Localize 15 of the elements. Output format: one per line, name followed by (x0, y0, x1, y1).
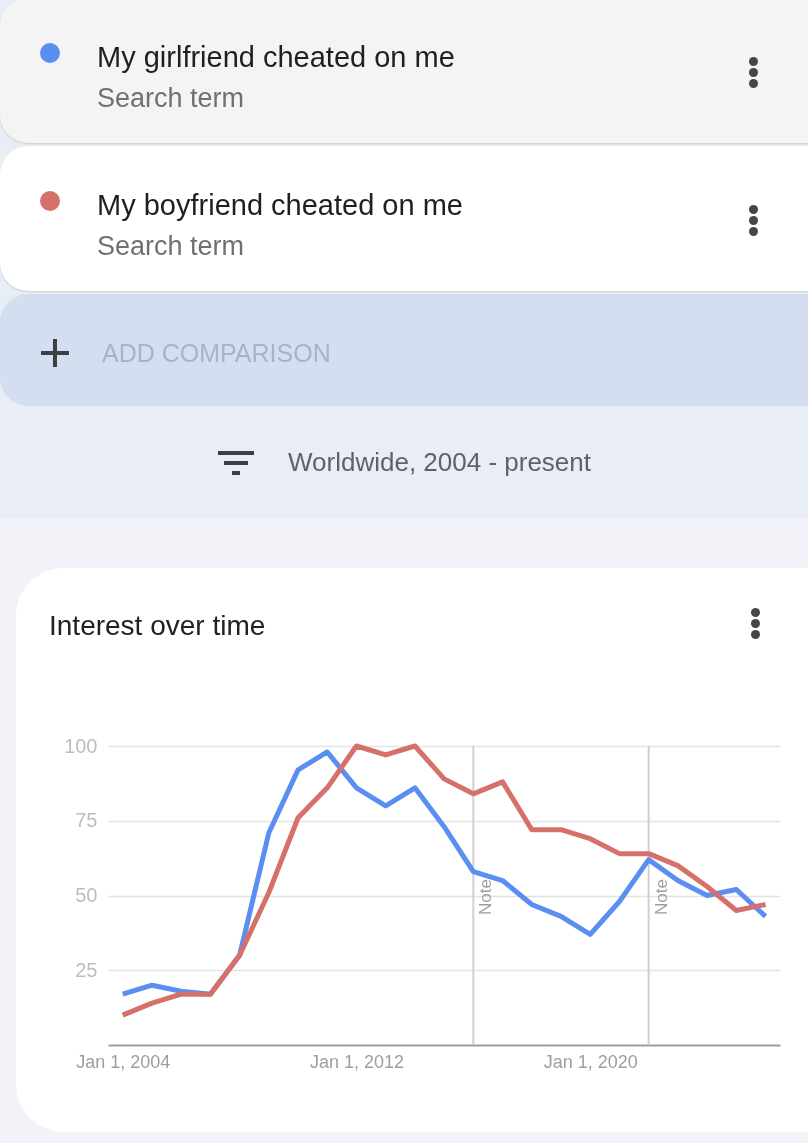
x-tick-label: Jan 1, 2012 (309, 1051, 404, 1072)
text: Search term (97, 83, 245, 113)
text: Search term (97, 231, 245, 261)
x-tick-label: Jan 1, 2020 (543, 1051, 638, 1072)
y-tick-label: 100 (64, 734, 98, 757)
y-tick-label: 50 (75, 884, 98, 906)
chart-subtitle: Worldwide, 2004 - present (288, 447, 592, 477)
chart-title: Interest over time (49, 610, 266, 641)
ref-line-label: Note (476, 879, 496, 915)
x-tick-label: Jan 1, 2004 (76, 1051, 171, 1072)
y-tick-label: 25 (75, 958, 98, 981)
y-tick-label: 75 (75, 809, 98, 832)
ref-line-label: Note (651, 879, 671, 915)
legend-label: My girlfriend cheated on me (97, 41, 455, 73)
legend-label: My boyfriend cheated on me (97, 189, 463, 221)
